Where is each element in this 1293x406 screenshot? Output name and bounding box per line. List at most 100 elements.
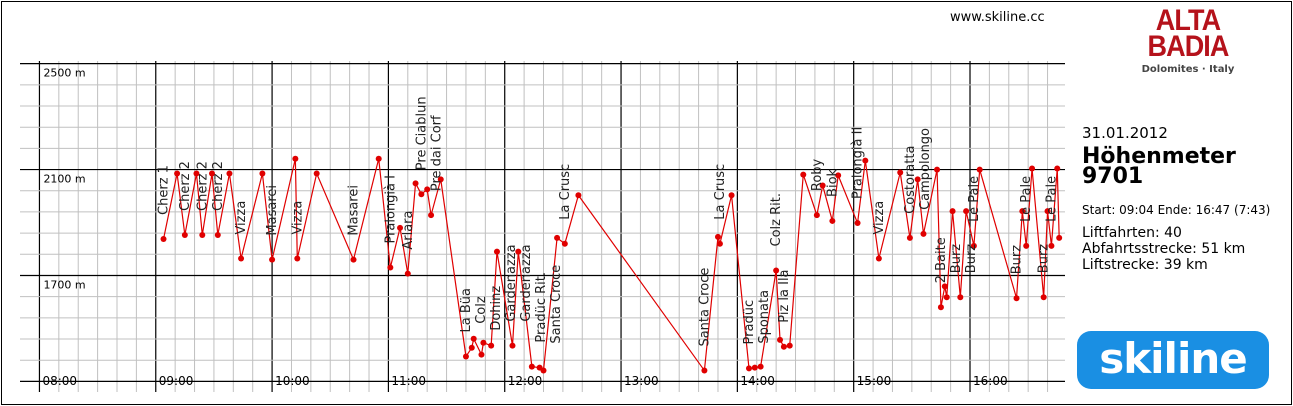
data-point — [160, 235, 167, 242]
data-point — [920, 230, 927, 237]
lift-label: Santa Croce — [549, 265, 564, 344]
x-tick-label: 12:00 — [508, 374, 543, 388]
lift-label: Masarei — [265, 185, 280, 236]
data-point — [906, 234, 913, 241]
x-tick-label: 13:00 — [624, 374, 659, 388]
data-point — [949, 208, 956, 215]
lift-label: Pre dai Corf — [429, 115, 444, 191]
lift-label: Burz — [949, 244, 964, 274]
alta-badia-logo: ALTA BADIA Dolomites · Italy — [1128, 4, 1248, 76]
lift-label: Le Pale — [1044, 176, 1059, 222]
data-point — [397, 224, 404, 231]
data-point — [701, 367, 708, 374]
data-point — [561, 240, 568, 247]
data-point — [493, 248, 500, 255]
lift-label: Arlara — [401, 210, 416, 249]
data-point — [1056, 234, 1063, 241]
data-point — [181, 231, 188, 238]
lift-label: 2 Baite — [934, 237, 949, 283]
y-tick-label: 2500 m — [43, 67, 85, 80]
data-point — [294, 255, 301, 262]
data-point — [835, 172, 842, 179]
data-point — [437, 176, 444, 183]
data-point — [862, 157, 869, 164]
data-point — [829, 217, 836, 224]
data-point — [418, 191, 425, 198]
lift-label: Pre Ciablun — [414, 96, 429, 170]
data-point — [462, 353, 469, 360]
data-point — [259, 170, 266, 177]
lift-label: Biok — [825, 168, 840, 196]
lift-label: Dohinz — [489, 286, 504, 331]
data-point — [350, 256, 357, 263]
website-link[interactable]: www.skiline.cc — [950, 10, 1045, 25]
data-point — [970, 242, 977, 249]
lift-label: Piz la Ila — [777, 269, 792, 322]
lift-label: Cherz 2 — [178, 161, 193, 211]
lift-label: Pralongià II — [851, 127, 866, 199]
data-point — [214, 231, 221, 238]
data-point — [800, 171, 807, 178]
lift-label: Santa Croce — [697, 268, 712, 347]
data-point — [728, 192, 735, 199]
lift-label: Gardenazza — [519, 244, 534, 321]
data-point — [575, 192, 582, 199]
data-point — [554, 234, 561, 241]
data-point — [745, 365, 752, 372]
data-point — [1048, 242, 1055, 249]
x-tick-label: 10:00 — [275, 374, 310, 388]
lift-label: Le Pale — [967, 176, 982, 222]
lift-label: Campolongo — [918, 128, 933, 210]
data-point — [937, 304, 944, 311]
lift-label: Burz — [1010, 245, 1025, 275]
data-point — [540, 367, 547, 374]
lift-label: Burz — [1037, 244, 1052, 274]
x-tick-label: 16:00 — [973, 374, 1008, 388]
data-point — [468, 344, 475, 351]
altitude-line — [162, 158, 1060, 373]
lift-label: Cherz 1 — [157, 165, 172, 215]
data-point — [428, 212, 435, 219]
data-point — [1023, 242, 1030, 249]
lift-label: Cherz 2 — [195, 161, 210, 211]
y-tick-label: 2100 m — [43, 173, 85, 186]
data-point — [412, 180, 419, 187]
start-end-times: Start: 09:04 Ende: 16:47 (7:43) — [1082, 203, 1271, 217]
lift-label: Vizza — [290, 201, 305, 235]
lift-label: Costoratta — [903, 146, 918, 214]
data-point — [269, 256, 276, 263]
lift-label: Colz Rit. — [769, 193, 784, 246]
alta-badia-logo-text: ALTA BADIA — [1147, 4, 1230, 63]
x-tick-label: 08:00 — [42, 374, 77, 388]
lift-label: Le Pale — [1019, 176, 1034, 222]
data-point — [773, 267, 780, 274]
data-point — [716, 240, 723, 247]
data-point — [509, 342, 516, 349]
data-point — [480, 339, 487, 346]
skiline-logo: skiline — [1077, 331, 1269, 389]
x-tick-label: 09:00 — [159, 374, 194, 388]
data-point — [757, 363, 764, 370]
lift-label: Pradüc — [742, 300, 757, 345]
lift-label: Sponata — [757, 290, 772, 344]
data-point — [819, 182, 826, 189]
data-point — [208, 170, 215, 177]
data-point — [813, 212, 820, 219]
lift-label: Roby — [810, 158, 825, 191]
data-point — [963, 208, 970, 215]
elevation-value: 9701 — [1082, 164, 1144, 189]
y-tick-label: 1700 m — [43, 278, 85, 291]
data-point — [941, 283, 948, 290]
data-point — [1013, 295, 1020, 302]
logo-tagline: Dolomites · Italy — [1141, 64, 1235, 75]
lift-label: Pradüc Rit. — [534, 272, 549, 343]
lift-rides: Liftfahrten: 40 — [1082, 225, 1182, 241]
data-point — [1040, 294, 1047, 301]
data-point — [943, 294, 950, 301]
x-tick-label: 15:00 — [857, 374, 892, 388]
data-point — [1054, 165, 1061, 172]
data-point — [313, 170, 320, 177]
data-point — [914, 176, 921, 183]
